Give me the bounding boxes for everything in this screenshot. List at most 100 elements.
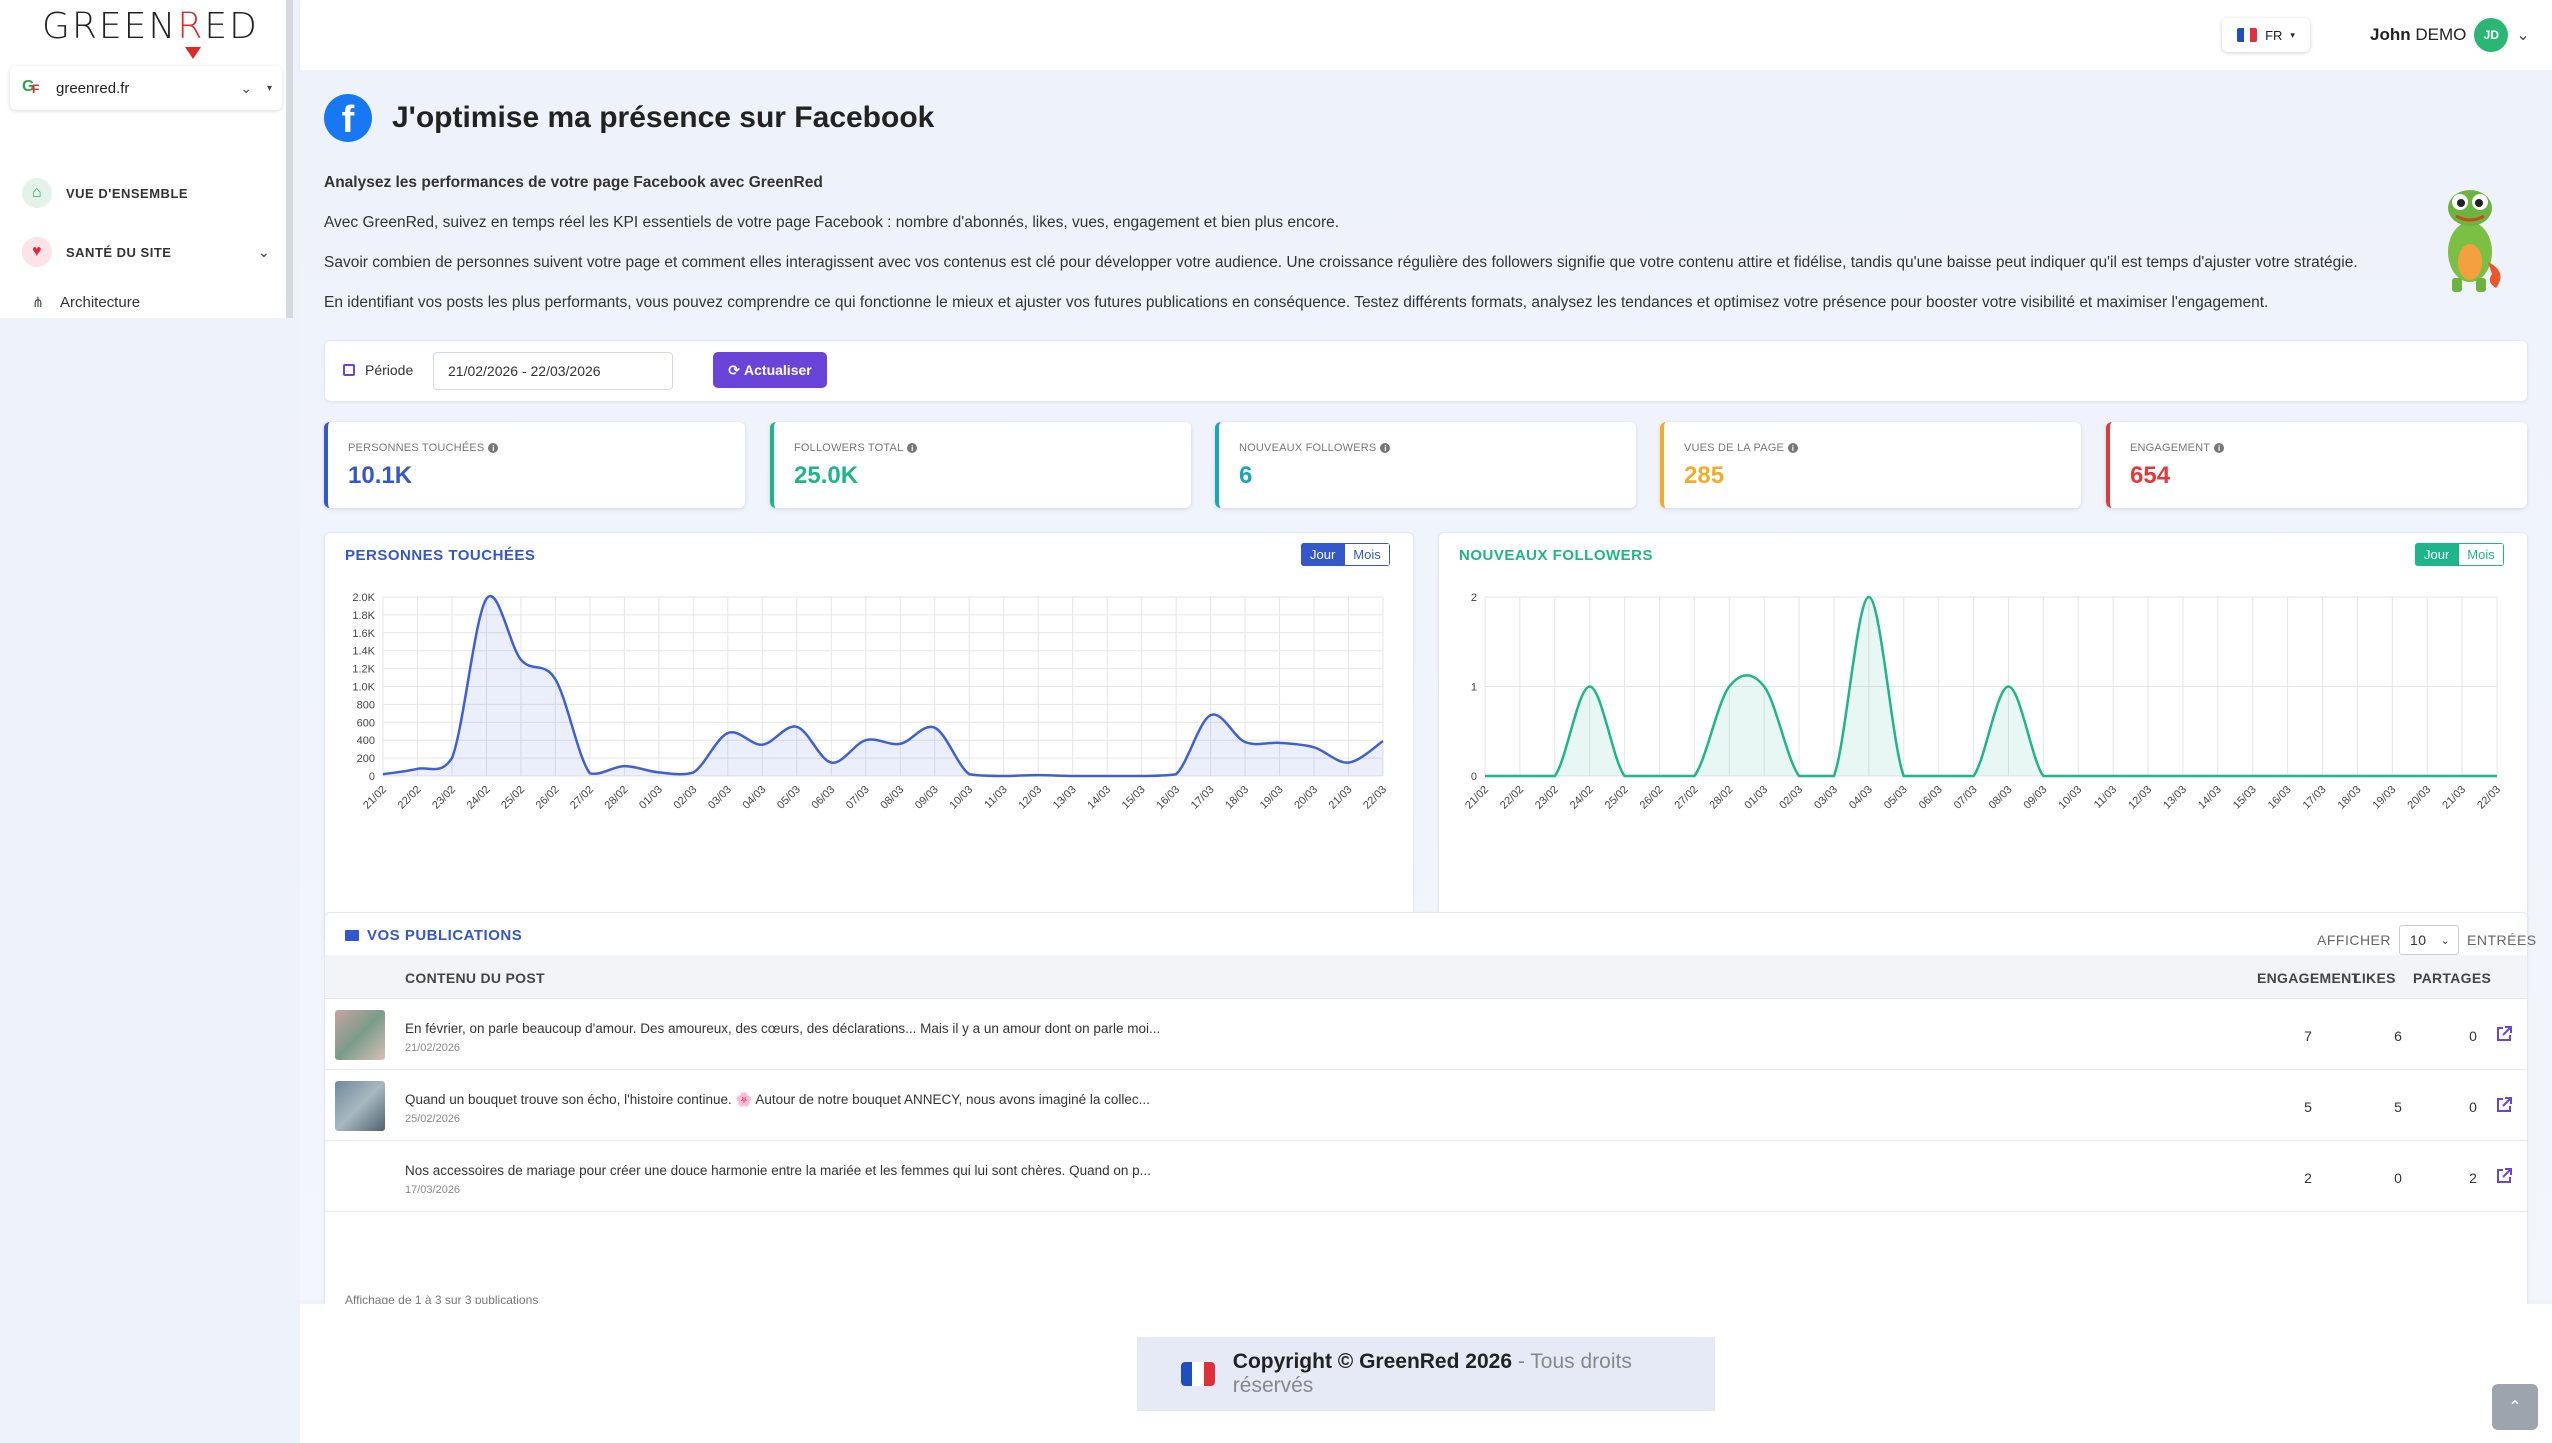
- rights-text: - Tous droits réservés: [1232, 1350, 1632, 1397]
- chart-title: PERSONNES TOUCHÉES: [345, 547, 536, 564]
- user-menu[interactable]: John DEMO JD ⌄: [2370, 18, 2530, 52]
- x-tick-label: 17/03: [1189, 784, 1217, 812]
- post-content: Quand un bouquet trouve son écho, l'hist…: [405, 1092, 1150, 1107]
- x-tick-label: 25/02: [499, 784, 527, 812]
- x-tick-label: 18/03: [1223, 784, 1251, 812]
- info-icon[interactable]: i: [1380, 443, 1391, 453]
- intro-text: Analysez les performances de votre page …: [324, 174, 2384, 334]
- date-range-input[interactable]: 21/02/2026 - 22/03/2026: [433, 352, 673, 390]
- kpi-value: 25.0K: [794, 462, 859, 489]
- x-tick-label: 23/02: [430, 784, 458, 812]
- col-engagement[interactable]: ENGAGEMENT: [2257, 970, 2361, 986]
- info-icon[interactable]: i: [488, 443, 499, 453]
- x-tick-label: 11/03: [2092, 784, 2119, 811]
- toggle-day[interactable]: Jour: [2415, 543, 2459, 566]
- sidebar-item-overview[interactable]: ⌂ VUE D'ENSEMBLE: [22, 178, 188, 208]
- chevron-down-icon: ⌄: [2440, 934, 2451, 947]
- x-tick-label: 10/03: [2056, 784, 2084, 812]
- info-icon[interactable]: i: [2214, 443, 2225, 453]
- table-row[interactable]: En février, on parle beaucoup d'amour. D…: [325, 999, 2527, 1070]
- x-tick-label: 17/03: [2301, 784, 2329, 812]
- table-row[interactable]: Quand un bouquet trouve son écho, l'hist…: [325, 1070, 2527, 1141]
- x-tick-label: 26/02: [534, 784, 562, 812]
- heart-pulse-icon: ♥: [22, 237, 52, 267]
- sidebar-background: [0, 318, 298, 1443]
- x-tick-label: 20/03: [2405, 784, 2433, 812]
- sidebar-item-architecture[interactable]: ⋔ Architecture: [22, 292, 140, 312]
- intro-paragraph: Avec GreenRed, suivez en temps réel les …: [324, 214, 1340, 231]
- table-header: CONTENU DU POST ENGAGEMENT LIKES PARTAGE…: [325, 955, 2527, 999]
- x-tick-label: 21/02: [361, 784, 389, 812]
- toggle-month[interactable]: Mois: [1344, 543, 1390, 566]
- avatar[interactable]: JD: [2474, 18, 2509, 52]
- brand-logo[interactable]: GREENRED: [42, 6, 259, 47]
- y-tick-label: 1.8K: [352, 610, 375, 622]
- x-tick-label: 22/02: [1498, 784, 1526, 812]
- entries-select[interactable]: 10 ⌄: [2399, 925, 2459, 955]
- x-tick-label: 12/03: [1016, 784, 1044, 812]
- info-icon[interactable]: i: [1788, 443, 1799, 453]
- site-selector[interactable]: greenred.fr ⌄ ▾: [10, 66, 282, 110]
- publications-table-card: VOS PUBLICATIONS AFFICHER 10 ⌄ ENTRÉES CO…: [324, 912, 2536, 1320]
- x-tick-label: 24/02: [1568, 784, 1596, 812]
- calendar-icon: [343, 364, 355, 376]
- post-engagement: 2: [2304, 1170, 2312, 1186]
- x-tick-label: 03/03: [706, 784, 734, 812]
- toggle-month[interactable]: Mois: [2458, 543, 2504, 566]
- chevron-down-icon[interactable]: ⌄: [258, 243, 271, 260]
- refresh-button[interactable]: ⟳ Actualiser: [713, 352, 827, 388]
- x-tick-label: 26/02: [1638, 784, 1666, 812]
- sitemap-icon: ⋔: [32, 293, 44, 310]
- col-likes[interactable]: LIKES: [2353, 970, 2396, 986]
- user-last-name: DEMO: [2415, 25, 2467, 44]
- x-tick-label: 15/03: [1120, 784, 1148, 812]
- series-area: [383, 596, 1383, 776]
- x-tick-label: 10/03: [947, 784, 975, 812]
- entries-value: 10: [2410, 932, 2427, 948]
- kpi-value: 10.1K: [348, 462, 413, 489]
- x-tick-label: 05/03: [1882, 784, 1910, 812]
- publications-title: VOS PUBLICATIONS: [367, 927, 523, 944]
- y-tick-label: 600: [357, 717, 375, 729]
- col-content[interactable]: CONTENU DU POST: [405, 970, 545, 986]
- toggle-day[interactable]: Jour: [1301, 543, 1345, 566]
- kpi-value: 654: [2130, 462, 2171, 489]
- refresh-icon: ⟳: [728, 361, 741, 378]
- y-tick-label: 400: [357, 735, 375, 747]
- entries-control: AFFICHER 10 ⌄ ENTRÉES: [2317, 925, 2537, 955]
- x-tick-label: 01/03: [637, 784, 665, 812]
- x-tick-label: 04/03: [1847, 784, 1875, 812]
- y-tick-label: 0: [1471, 771, 1477, 783]
- kpi-value: 285: [1684, 462, 1725, 489]
- x-tick-label: 03/03: [1812, 784, 1840, 812]
- y-tick-label: 1.6K: [352, 628, 375, 640]
- entries-label: ENTRÉES: [2467, 932, 2537, 948]
- info-icon[interactable]: i: [907, 443, 918, 453]
- page-footer: Copyright © GreenRed 2026 - Tous droits …: [300, 1304, 2552, 1443]
- x-tick-label: 02/03: [672, 784, 700, 812]
- scroll-to-top-button[interactable]: ⌃: [2492, 1384, 2538, 1430]
- x-tick-label: 08/03: [1987, 784, 2015, 812]
- language-selector[interactable]: FR ▾: [2222, 18, 2310, 52]
- sidebar-item-site-health[interactable]: ♥ SANTÉ DU SITE ⌄: [22, 237, 282, 267]
- period-label-group: Période: [343, 362, 413, 378]
- y-tick-label: 1.2K: [352, 664, 375, 676]
- intro-heading: Analysez les performances de votre page …: [324, 174, 823, 191]
- x-tick-label: 22/02: [396, 784, 424, 812]
- x-tick-label: 13/03: [1051, 784, 1079, 812]
- page-title: J'optimise ma présence sur Facebook: [392, 101, 935, 134]
- col-shares[interactable]: PARTAGES: [2413, 970, 2492, 986]
- external-link-icon[interactable]: [2495, 1025, 2513, 1043]
- x-tick-label: 07/03: [1952, 784, 1980, 812]
- x-tick-label: 07/03: [844, 784, 872, 812]
- y-tick-label: 1.4K: [352, 646, 375, 658]
- chevron-up-icon: ⌃: [2508, 1399, 2522, 1416]
- x-tick-label: 23/02: [1533, 784, 1561, 812]
- table-icon: [345, 930, 359, 941]
- external-link-icon[interactable]: [2495, 1096, 2513, 1114]
- table-row[interactable]: Nos accessoires de mariage pour créer un…: [325, 1141, 2527, 1212]
- period-toggle: Jour Mois: [1301, 543, 1390, 566]
- external-link-icon[interactable]: [2495, 1167, 2513, 1185]
- kpi-label: VUES DE LA PAGE: [1684, 442, 1785, 454]
- x-tick-label: 21/02: [1463, 784, 1491, 812]
